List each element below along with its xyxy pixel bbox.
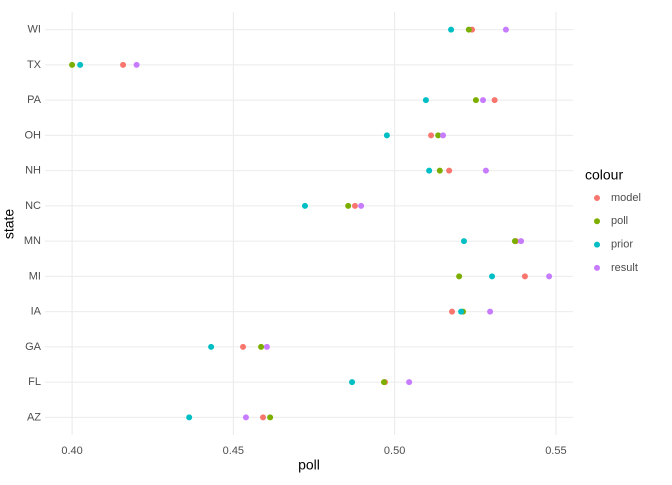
point — [301, 202, 308, 209]
point — [487, 308, 494, 315]
point — [511, 238, 518, 245]
point — [502, 26, 509, 33]
y-tick-label: MN — [24, 235, 41, 247]
legend-marker — [594, 195, 600, 201]
point — [428, 132, 435, 139]
point — [240, 343, 247, 350]
x-tick-label: 0.45 — [223, 445, 244, 457]
x-tick-label: 0.40 — [61, 445, 82, 457]
point — [465, 26, 472, 33]
x-axis-title: poll — [298, 457, 320, 473]
legend-marker — [594, 218, 600, 225]
y-tick-label: WI — [28, 24, 41, 36]
point — [345, 202, 352, 209]
point — [436, 167, 443, 174]
point — [458, 308, 465, 315]
legend-marker — [594, 264, 600, 271]
point — [133, 61, 140, 68]
point — [448, 26, 455, 33]
y-tick-label: NC — [25, 200, 41, 212]
y-tick-label: NH — [25, 165, 41, 177]
y-tick-label: TX — [27, 59, 42, 71]
point — [406, 379, 413, 386]
y-tick-label: PA — [27, 94, 42, 106]
point — [349, 379, 356, 386]
point — [208, 343, 215, 350]
y-tick-label: FL — [28, 376, 41, 388]
point — [518, 238, 525, 245]
point — [267, 414, 274, 421]
y-tick-label: OH — [25, 129, 42, 141]
x-tick-label: 0.55 — [545, 445, 566, 457]
point — [440, 132, 447, 139]
point — [521, 273, 528, 280]
point — [546, 273, 553, 280]
point — [480, 97, 487, 104]
point — [456, 273, 463, 280]
legend-title: colour — [585, 167, 623, 183]
point — [258, 343, 265, 350]
point — [383, 132, 390, 139]
point — [449, 308, 456, 315]
point — [426, 167, 433, 174]
legend-marker — [594, 241, 600, 248]
y-tick-label: MI — [29, 270, 41, 282]
point — [242, 414, 249, 421]
point — [460, 238, 467, 245]
point — [422, 97, 429, 104]
legend-label: prior — [611, 239, 633, 251]
point — [489, 273, 496, 280]
legend-label: model — [611, 192, 641, 204]
point — [186, 414, 193, 421]
legend-label: result — [611, 262, 638, 274]
point — [446, 167, 453, 174]
point — [491, 97, 498, 104]
point — [69, 61, 76, 68]
point — [482, 167, 489, 174]
point — [77, 61, 84, 68]
y-axis-title: state — [1, 209, 17, 240]
point — [263, 343, 270, 350]
point — [351, 202, 358, 209]
point — [358, 202, 365, 209]
y-tick-label: AZ — [27, 411, 41, 423]
point — [380, 379, 387, 386]
point — [120, 61, 127, 68]
point — [472, 97, 479, 104]
y-tick-label: IA — [31, 306, 42, 318]
point — [435, 132, 442, 139]
point — [260, 414, 267, 421]
legend-label: poll — [611, 215, 628, 227]
y-tick-label: GA — [25, 341, 42, 353]
x-tick-label: 0.50 — [384, 445, 405, 457]
